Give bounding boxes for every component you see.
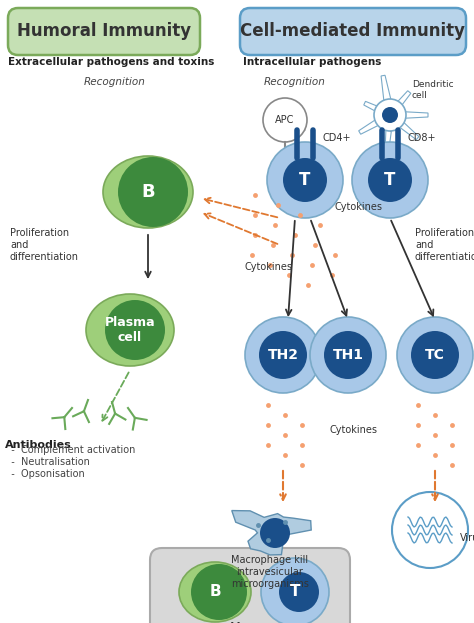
Circle shape — [279, 572, 319, 612]
Text: Intracellular pathogens: Intracellular pathogens — [243, 57, 382, 67]
Circle shape — [259, 331, 307, 379]
Text: Cytokines: Cytokines — [335, 202, 383, 212]
Polygon shape — [385, 115, 393, 147]
Text: TC: TC — [425, 348, 445, 362]
Polygon shape — [387, 91, 411, 117]
Polygon shape — [387, 112, 419, 140]
Text: Extracellular pathogens and toxins: Extracellular pathogens and toxins — [8, 57, 214, 67]
Polygon shape — [390, 111, 428, 119]
Circle shape — [310, 317, 386, 393]
Circle shape — [261, 558, 329, 623]
Text: -  Complement activation
  -  Neutralisation
  -  Opsonisation: - Complement activation - Neutralisation… — [5, 445, 136, 478]
Text: Proliferation
and
differentiation: Proliferation and differentiation — [415, 229, 474, 262]
Text: Recognition: Recognition — [264, 77, 326, 87]
Circle shape — [283, 158, 327, 202]
Text: T: T — [384, 171, 396, 189]
Circle shape — [374, 99, 406, 131]
Text: Cytokines: Cytokines — [245, 262, 293, 272]
Circle shape — [105, 300, 165, 360]
Circle shape — [260, 518, 290, 548]
Text: T: T — [290, 584, 300, 599]
Text: Proliferation
and
differentiation: Proliferation and differentiation — [10, 229, 79, 262]
Ellipse shape — [103, 156, 193, 228]
Polygon shape — [232, 511, 311, 555]
Circle shape — [397, 317, 473, 393]
Text: Macrophage kill
intravesicular
microorganisms: Macrophage kill intravesicular microorga… — [231, 555, 309, 589]
Text: CD4+: CD4+ — [323, 133, 352, 143]
FancyBboxPatch shape — [240, 8, 466, 55]
Circle shape — [324, 331, 372, 379]
Text: Memory: Memory — [229, 622, 281, 623]
Ellipse shape — [86, 294, 174, 366]
Ellipse shape — [179, 562, 251, 622]
Circle shape — [392, 492, 468, 568]
Circle shape — [191, 564, 247, 620]
Text: TH2: TH2 — [267, 348, 299, 362]
Text: Cytokines: Cytokines — [330, 425, 378, 435]
FancyBboxPatch shape — [8, 8, 200, 55]
Circle shape — [267, 142, 343, 218]
FancyBboxPatch shape — [150, 548, 350, 623]
Circle shape — [245, 317, 321, 393]
Text: Dendritic
cell: Dendritic cell — [412, 80, 454, 100]
Circle shape — [368, 158, 412, 202]
Polygon shape — [381, 75, 394, 116]
Circle shape — [352, 142, 428, 218]
Polygon shape — [364, 102, 392, 118]
Circle shape — [382, 107, 398, 123]
Text: Antibodies: Antibodies — [5, 440, 72, 450]
Text: Plasma
cell: Plasma cell — [105, 316, 155, 344]
Text: CD8+: CD8+ — [408, 133, 437, 143]
Circle shape — [411, 331, 459, 379]
Text: TH1: TH1 — [332, 348, 364, 362]
Text: APC: APC — [275, 115, 295, 125]
Text: B: B — [141, 183, 155, 201]
Text: B: B — [209, 584, 221, 599]
Circle shape — [263, 98, 307, 142]
Circle shape — [118, 157, 188, 227]
Text: Virus: Virus — [460, 533, 474, 543]
Polygon shape — [359, 112, 392, 134]
Text: Humoral Immunity: Humoral Immunity — [17, 22, 191, 40]
Text: T: T — [299, 171, 310, 189]
Text: Cell-mediated Immunity: Cell-mediated Immunity — [240, 22, 465, 40]
Text: Recognition: Recognition — [84, 77, 146, 87]
